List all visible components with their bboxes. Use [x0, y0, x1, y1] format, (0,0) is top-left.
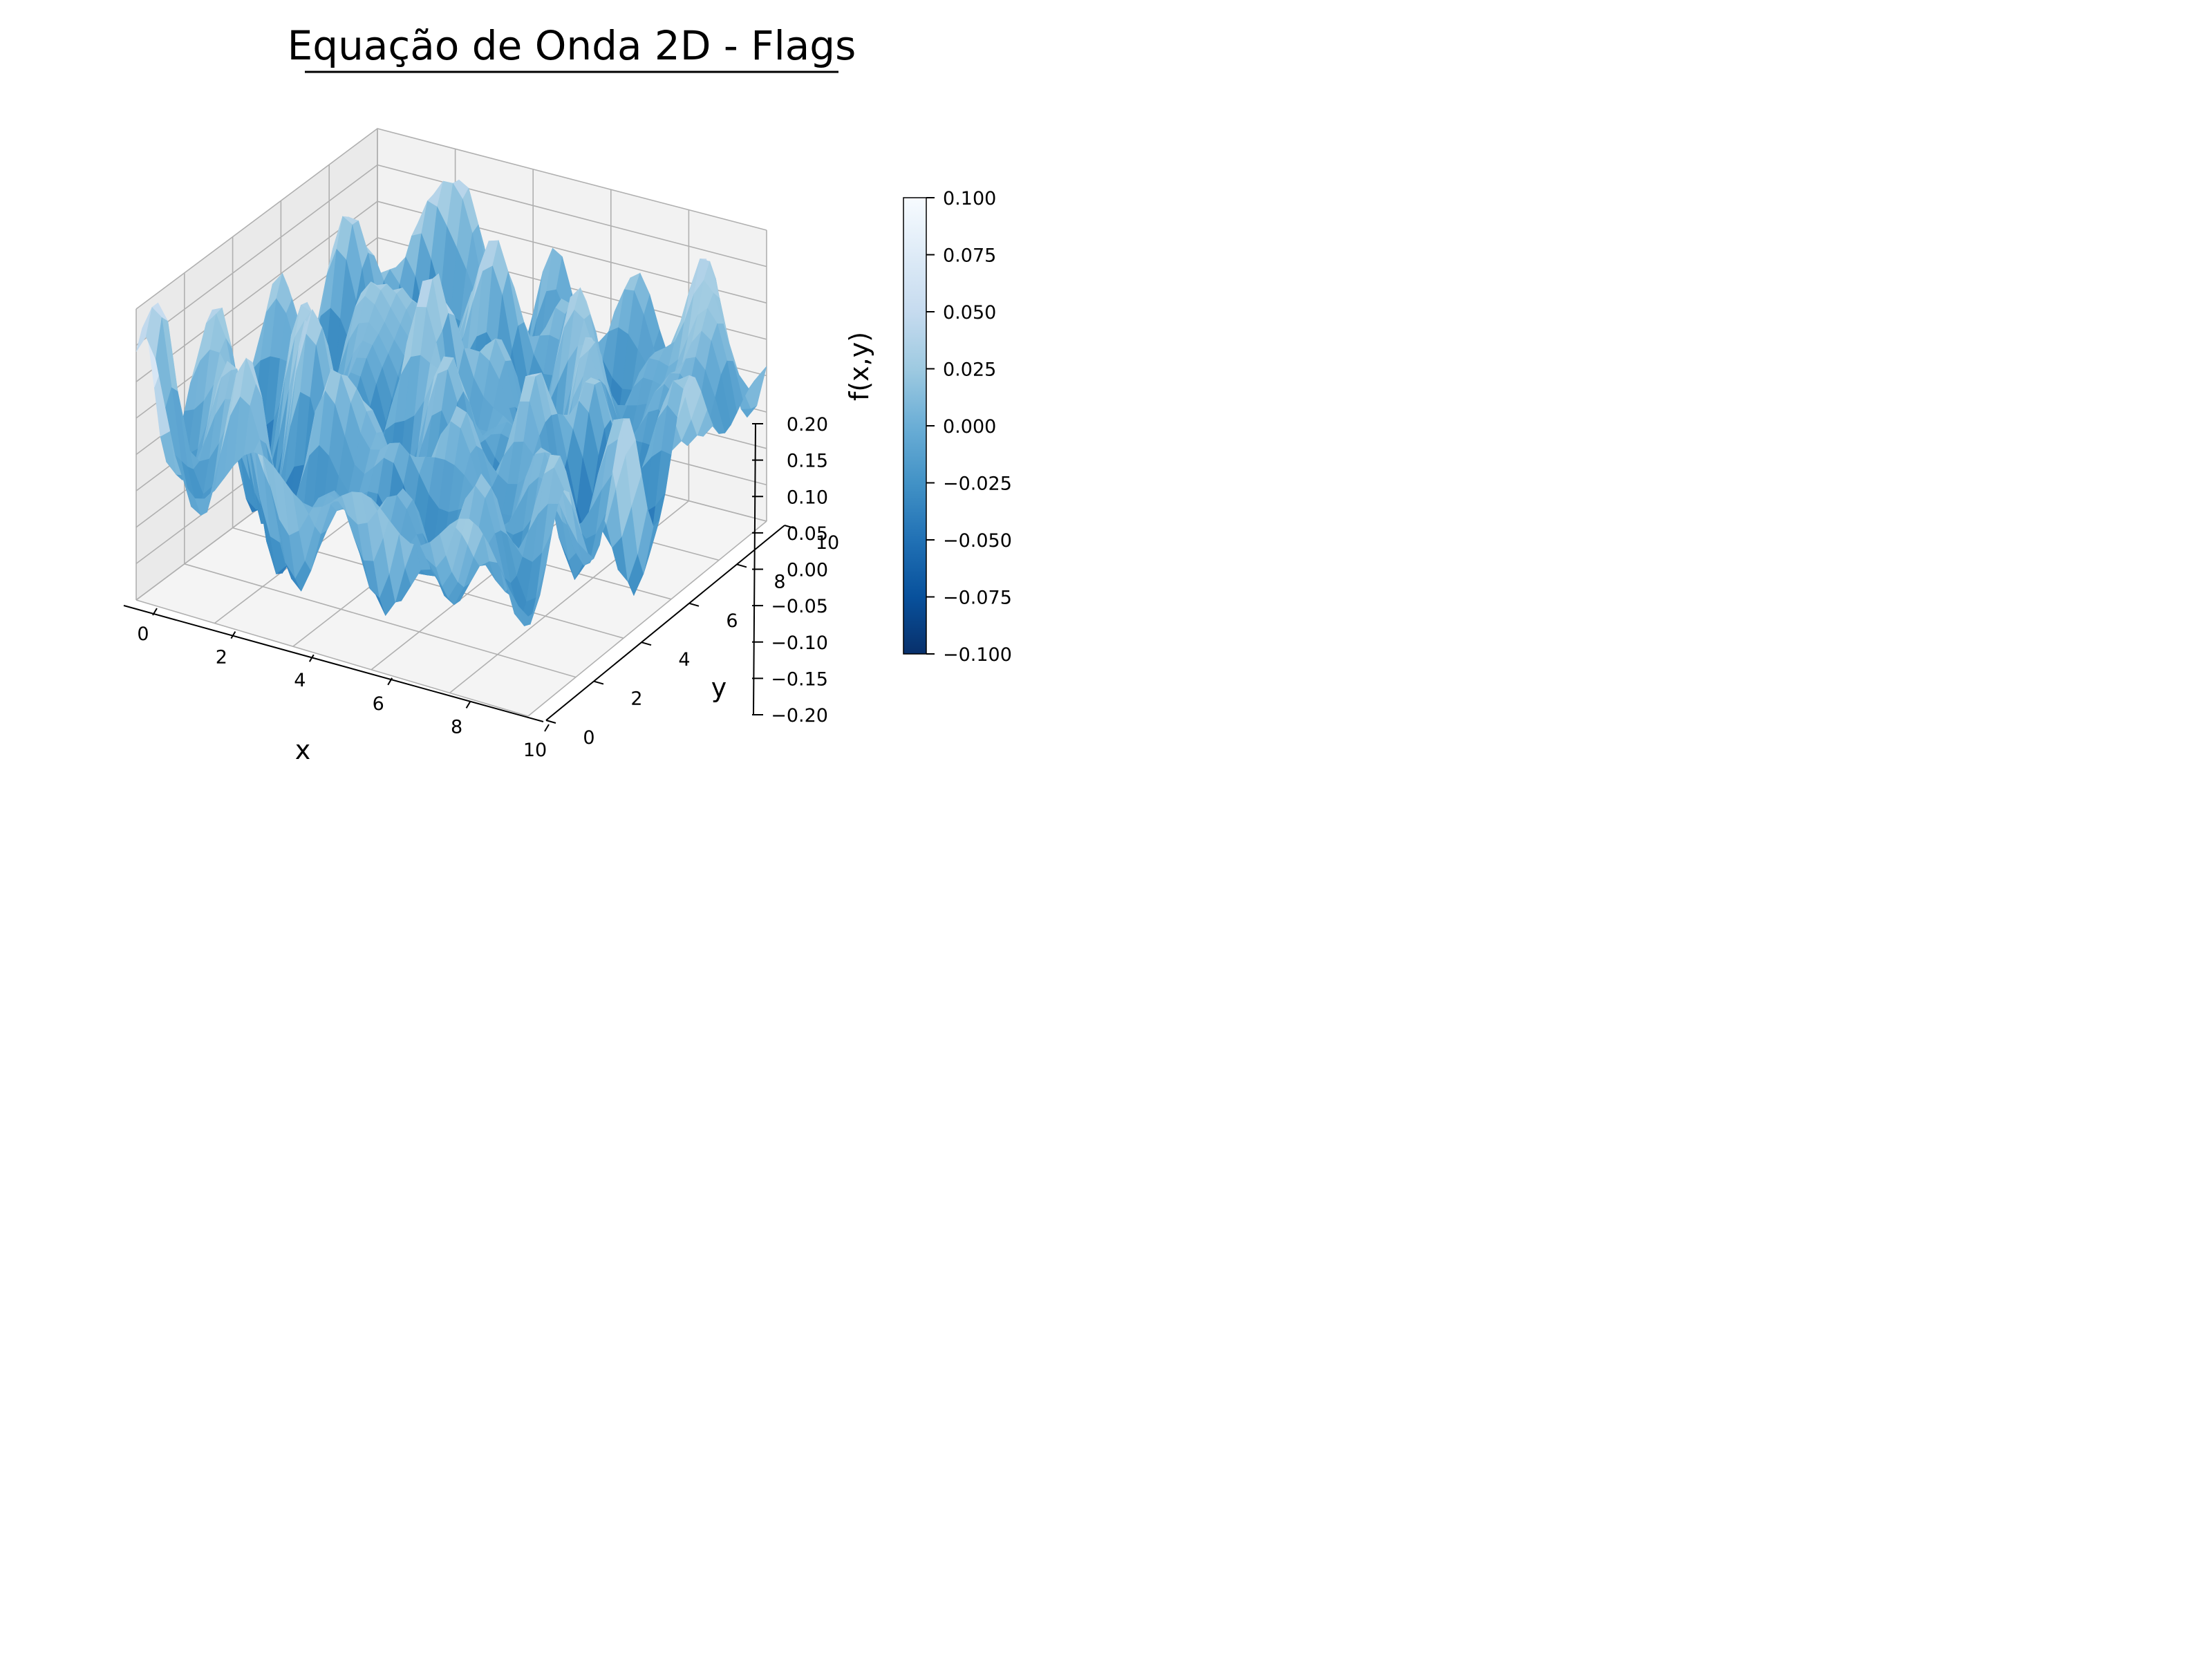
grid-line	[135, 599, 529, 717]
y-tick	[641, 641, 652, 646]
colorbar-tick-label: −0.100	[943, 644, 1012, 666]
x-axis-label: x	[295, 735, 311, 765]
grid-line	[527, 521, 767, 717]
colorbar-tick-label: −0.050	[943, 530, 1012, 552]
grid-line	[135, 128, 767, 310]
z-axis-label: f(x,y)	[844, 332, 874, 401]
y-tick	[593, 680, 604, 685]
x-tick-label: 2	[216, 647, 227, 668]
colorbar	[903, 197, 927, 655]
z-tick-label: 0.15	[787, 451, 828, 472]
chart-title: Equação de Onda 2D - Flags	[288, 22, 856, 69]
x-tick	[152, 608, 158, 616]
x-tick	[465, 700, 471, 709]
x-tick-label: 0	[137, 624, 149, 645]
y-tick-label: 10	[816, 532, 839, 554]
wave-surface-chart: Equação de Onda 2D - Flags 0 2 4 6 8 10 0 2 4 6 8 1…	[123, 22, 1012, 765]
colorbar-ticks: −0.100 −0.075 −0.050 −0.025 0.000 0.025 0.050 0…	[926, 188, 1012, 666]
y-tick	[784, 525, 795, 529]
colorbar-tick-label: −0.075	[943, 588, 1012, 609]
x-tick-label: 10	[523, 740, 547, 761]
y-tick-label: 6	[726, 610, 738, 632]
wave-surface	[135, 179, 767, 627]
y-tick-label: 2	[630, 688, 642, 710]
z-tick-label: 0.00	[787, 560, 828, 581]
x-tick	[544, 724, 550, 732]
z-tick-label: −0.10	[771, 632, 828, 654]
grid-line	[184, 563, 577, 678]
z-tick-label: 0.20	[787, 414, 828, 435]
y-tick-label: 0	[583, 727, 594, 749]
y-tick	[688, 602, 700, 607]
x-tick-label: 4	[294, 670, 306, 691]
x-tick-label: 8	[451, 716, 462, 738]
y-axis-label: y	[711, 673, 727, 703]
axis-lines	[123, 423, 795, 732]
y-tick-label: 8	[774, 571, 785, 592]
axis-tick-labels: 0 2 4 6 8 10 0 2 4 6 8 10 −0.20 −0.15 −0.10 −0.05 0.00 0.…	[137, 414, 839, 761]
colorbar-tick-label: 0.100	[943, 188, 996, 209]
y-tick	[736, 563, 747, 568]
colorbar-tick-label: −0.025	[943, 474, 1012, 495]
x-tick	[308, 654, 315, 662]
z-tick-label: 0.05	[787, 523, 828, 545]
y-axis-line	[545, 525, 785, 721]
z-tick-label: −0.20	[771, 705, 828, 727]
colorbar-tick-label: 0.000	[943, 416, 996, 438]
x-axis-line	[123, 605, 544, 722]
y-tick	[545, 720, 556, 724]
grid-line	[135, 164, 767, 346]
z-tick-label: −0.15	[771, 668, 828, 690]
y-tick-label: 4	[678, 649, 690, 671]
colorbar-tick-label: 0.050	[943, 302, 996, 324]
x-tick-label: 6	[373, 693, 384, 715]
z-tick-label: −0.05	[771, 596, 828, 617]
colorbar-tick-label: 0.025	[943, 359, 996, 381]
x-tick	[230, 631, 236, 639]
surface-facet	[518, 606, 534, 627]
x-tick	[387, 677, 393, 686]
colorbar-tick-label: 0.075	[943, 245, 996, 267]
z-tick-label: 0.10	[787, 487, 828, 508]
